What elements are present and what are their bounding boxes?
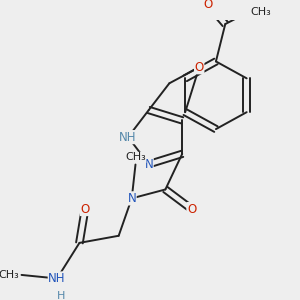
Text: N: N [128, 192, 136, 205]
Text: O: O [187, 202, 196, 216]
Text: O: O [80, 202, 90, 216]
Text: NH: NH [119, 130, 137, 144]
Text: CH₃: CH₃ [125, 152, 146, 162]
Text: O: O [204, 0, 213, 11]
Text: H: H [57, 291, 65, 300]
Text: CH₃: CH₃ [0, 270, 19, 280]
Text: CH₃: CH₃ [250, 7, 271, 16]
Text: NH: NH [48, 272, 66, 285]
Text: O: O [195, 61, 204, 74]
Text: N: N [144, 158, 153, 171]
